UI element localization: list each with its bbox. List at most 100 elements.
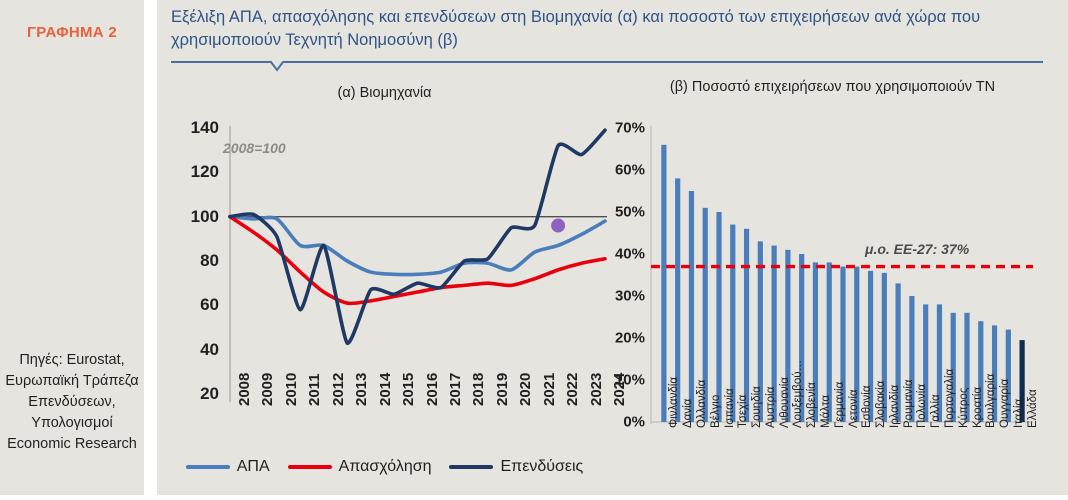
- legend-label-employment: Απασχόληση: [338, 458, 432, 475]
- chart-b-svg: [650, 126, 1033, 424]
- chart-b-ytick: 20%: [614, 329, 645, 347]
- chart-panel-b: (β) Ποσοστό επιχειρήσεων που χρησιμοποιο…: [597, 78, 1068, 495]
- chart-a-xtick: 2014: [376, 372, 394, 406]
- chart-b-category-label: Ιταλία: [1012, 398, 1025, 428]
- chart-a-ytick: 40: [200, 339, 219, 359]
- bar: [688, 191, 695, 422]
- chart-a-xtick: 2015: [400, 372, 418, 406]
- chart-b-category-label: Ρουμανία: [902, 379, 915, 428]
- bar: [661, 144, 667, 423]
- chart-b-category-label: Λετονία: [847, 389, 860, 428]
- chart-a-svg: [228, 126, 607, 402]
- series-line-1: [228, 214, 607, 277]
- chart-b-ytick: 70%: [614, 119, 645, 137]
- chart-a-ytick: 20: [200, 384, 219, 403]
- legend-item-employment: Απασχόληση: [287, 458, 432, 476]
- chart-a-xtick: 2013: [353, 372, 371, 406]
- chart-b-category-label: Μάλτα: [819, 394, 832, 428]
- bar: [675, 178, 681, 422]
- legend-label-gva: ΑΠΑ: [236, 458, 270, 475]
- chart-a-plot: 20 40 60 80 100 120 140 2008=100 2008 2009 2010 201…: [157, 78, 628, 458]
- chart-b-category-label: Ουγγαρία: [999, 378, 1012, 428]
- bar: [826, 262, 832, 422]
- chart-b-category-label: Λουξεμβού…: [792, 359, 805, 428]
- chart-b-category-label: Εσθονία: [861, 385, 874, 428]
- bar: [1019, 340, 1025, 422]
- sources-note: Πηγές: Eurostat, Ευρωπαϊκή Τράπεζα Επενδ…: [5, 352, 139, 453]
- legend-swatch-gva: [185, 465, 230, 469]
- figure-label: ΓΡΑΦΗΜΑ 2: [26, 24, 118, 41]
- chart-a-xtick: 2011: [306, 373, 324, 406]
- bar: [730, 224, 736, 422]
- bar: [1005, 329, 1011, 422]
- chart-a-xtick: 2012: [329, 372, 347, 406]
- chart-b-category-label: Φινλανδία: [668, 376, 681, 428]
- page-title: Εξέλιξη ΑΠΑ, απασχόλησης και επενδύσεων …: [171, 8, 981, 50]
- chart-b-ytick: 60%: [614, 161, 645, 179]
- chart-b-category-label: Γαλλία: [930, 394, 943, 428]
- chart-a-ytick: 100: [190, 206, 219, 226]
- marker-point: [551, 218, 566, 233]
- chart-b-annotation: μ.ο. ΕΕ-27: 37%: [865, 240, 970, 257]
- chart-b-category-label: Βουλγαρία: [985, 373, 998, 428]
- bar: [840, 266, 846, 422]
- bar: [757, 241, 763, 422]
- bar: [950, 312, 956, 422]
- legend-swatch-investment: [449, 465, 494, 469]
- chart-b-category-label: Τσεχία: [737, 394, 750, 428]
- bar: [771, 245, 777, 422]
- chart-a-xtick: 2021: [540, 372, 558, 406]
- chart-b-category-label: Πορτογαλία: [943, 368, 956, 428]
- chart-b-ytick: 0%: [623, 413, 645, 431]
- chart-b-ytick: 10%: [614, 371, 645, 389]
- chart-a-title: (α) Βιομηχανία: [337, 85, 432, 101]
- chart-a-ytick: 140: [190, 118, 219, 137]
- chart-b-ytick: 30%: [614, 287, 645, 305]
- bar: [867, 270, 874, 422]
- sidebar-divider: [144, 0, 157, 495]
- chart-b-category-label: Βέλγιο: [709, 394, 722, 428]
- chart-b-category-label: Σλοβενία: [806, 382, 819, 428]
- chart-b-ytick: 50%: [614, 203, 645, 221]
- chart-b-category-label: Ισπανία: [723, 388, 736, 428]
- content-panel: Εξέλιξη ΑΠΑ, απασχόλησης και επενδύσεων …: [157, 0, 1068, 495]
- chart-b-category-label: Δανία: [682, 398, 695, 428]
- bar: [702, 207, 708, 422]
- bar: [812, 262, 819, 422]
- chart-a-ytick: 60: [200, 295, 219, 315]
- chart-b-category-label: Πολωνία: [916, 384, 929, 428]
- bar: [909, 296, 915, 422]
- series-line-2: [228, 214, 607, 306]
- chart-a-xtick: 2009: [259, 372, 277, 406]
- chart-a-xtick: 2022: [564, 372, 582, 406]
- chart-b-category-label: Αυστρία: [764, 386, 777, 428]
- chart-a-xtick: 2010: [282, 372, 300, 406]
- bar: [716, 212, 722, 422]
- bar: [978, 321, 984, 422]
- legend-item-investment: Επενδύσεις: [449, 458, 583, 476]
- chart-a-xtick: 2020: [517, 372, 535, 406]
- chart-b-ytick: 40%: [614, 245, 645, 263]
- chart-b-category-label: Ελλάδα: [1026, 389, 1039, 428]
- chart-b-category-label: Κροατία: [971, 386, 984, 428]
- bar: [799, 254, 805, 422]
- bar: [923, 304, 929, 422]
- chart-a-annotation: 2008=100: [223, 140, 286, 156]
- series-line-3: [228, 128, 607, 345]
- chart-b-category-label: Σουηδία: [751, 386, 764, 428]
- chart-a-xtick: 2018: [470, 372, 488, 406]
- chart-a-legend: ΑΠΑ Απασχόληση Επενδύσεις: [157, 458, 612, 476]
- bar: [991, 325, 998, 422]
- bar: [854, 266, 860, 422]
- chart-b-category-label: Γερμανία: [833, 381, 846, 428]
- sidebar: ΓΡΑΦΗΜΑ 2 Πηγές: Eurostat, Ευρωπαϊκή Τρά…: [0, 0, 144, 495]
- bar: [881, 272, 887, 422]
- chart-b-category-label: Ολλανδία: [695, 379, 708, 428]
- chart-a-xtick: 2008: [236, 372, 253, 406]
- chart-a-xtick: 2019: [493, 372, 511, 406]
- title-underline: [171, 56, 1043, 72]
- legend-item-gva: ΑΠΑ: [185, 458, 270, 476]
- chart-b-category-label: Ιρλανδία: [888, 384, 901, 428]
- bar: [964, 312, 970, 422]
